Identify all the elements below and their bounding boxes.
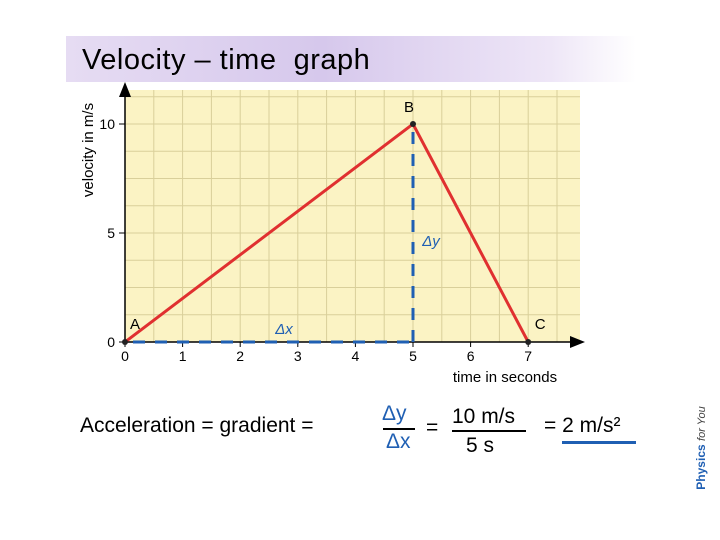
equation-frac1-denominator: Δx	[386, 430, 411, 453]
x-tick-label: 6	[467, 348, 475, 364]
equation-frac1-numerator: Δy	[382, 402, 407, 425]
y-tick-label: 0	[107, 334, 115, 350]
equation-frac2-numerator: 10 m/s	[452, 405, 516, 428]
data-point	[122, 339, 128, 345]
y-tick-label: 5	[107, 225, 115, 241]
x-tick-label: 0	[121, 348, 129, 364]
equation-result: = 2 m/s²	[544, 414, 621, 437]
x-axis-label: time in seconds	[453, 369, 557, 386]
y-axis-arrow	[119, 82, 131, 97]
equation-lhs: Acceleration = gradient =	[80, 414, 314, 437]
delta-y-label: Δy	[421, 233, 441, 250]
x-tick-label: 1	[179, 348, 187, 364]
y-tick-label: 10	[99, 116, 115, 132]
data-point	[410, 121, 416, 127]
x-tick-label: 3	[294, 348, 302, 364]
brand-logo: Physics for You	[686, 400, 716, 495]
equation-frac2-denominator: 5 s	[466, 434, 495, 457]
delta-x-label: Δx	[274, 321, 293, 338]
fraction-line-2	[452, 430, 526, 432]
title-bar	[66, 36, 636, 82]
brand-suffix: for You	[696, 405, 708, 441]
x-tick-label: 4	[352, 348, 360, 364]
y-axis-label: velocity in m/s	[80, 103, 97, 197]
result-underline	[562, 441, 636, 444]
page-title: Velocity – time graph	[82, 44, 371, 76]
point-label: B	[404, 99, 414, 116]
fraction-line-1	[383, 428, 415, 430]
equation-equals: =	[426, 416, 439, 439]
data-point	[525, 339, 532, 345]
x-tick-label: 7	[524, 348, 532, 364]
x-tick-label: 5	[409, 348, 417, 364]
plot-area	[125, 90, 580, 342]
x-tick-label: 2	[236, 348, 244, 364]
annotations: Δx Δy	[133, 130, 441, 344]
point-label: C	[535, 316, 546, 333]
brand-name: Physics	[694, 443, 708, 490]
series: A B C	[122, 99, 546, 345]
point-label: A	[130, 316, 140, 333]
ticks: 0 1 2 3 4 5 6 7 0 5 10	[99, 116, 532, 364]
x-axis-arrow	[570, 336, 585, 348]
